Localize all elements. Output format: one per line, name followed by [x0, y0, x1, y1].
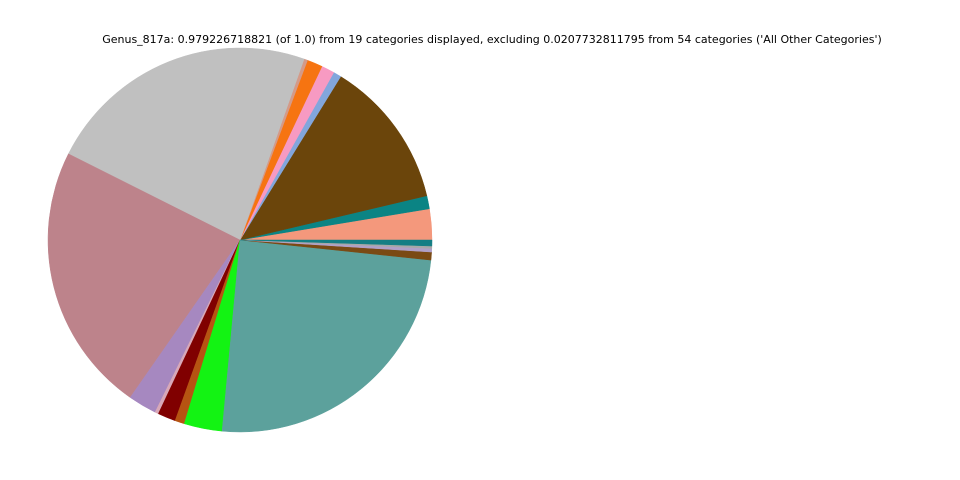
pie-slice	[239, 239, 433, 247]
chart-title: Genus_817a: 0.979226718821 (of 1.0) from…	[102, 33, 882, 46]
pie-slice	[47, 153, 241, 398]
pie-slice	[221, 239, 432, 433]
pie-slice	[68, 47, 305, 241]
pie-slice	[239, 76, 428, 241]
